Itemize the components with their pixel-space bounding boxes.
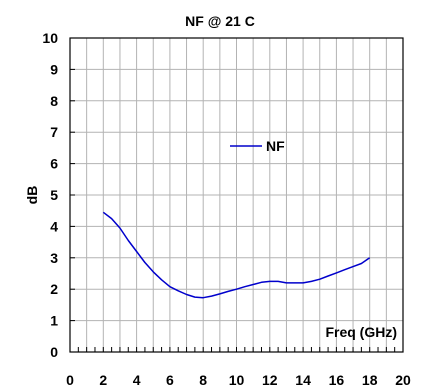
chart-title: NF @ 21 C	[185, 13, 255, 29]
y-tick-label: 5	[50, 187, 58, 203]
x-tick-labels: 0 2 4 6 8 10 12 14 16 18 20	[66, 372, 411, 388]
x-tick-label: 4	[133, 372, 141, 388]
series-line-nf	[102, 211, 371, 299]
x-tick-label: 6	[166, 372, 174, 388]
x-minor-ticks	[69, 37, 404, 353]
y-tick-label: 4	[50, 218, 58, 234]
y-tick-label: 10	[42, 30, 58, 46]
y-tick-label: 2	[50, 281, 58, 297]
y-tick-label: 1	[50, 313, 58, 329]
x-tick-label: 18	[362, 372, 378, 388]
y-tick-label: 8	[50, 93, 58, 109]
y-tick-label: 3	[50, 250, 58, 266]
x-tick-label: 0	[66, 372, 74, 388]
x-tick-label: 20	[395, 372, 411, 388]
x-axis-label: Freq (GHz)	[325, 324, 397, 340]
x-tick-label: 14	[295, 372, 311, 388]
x-tick-label: 2	[99, 372, 107, 388]
x-tick-label: 8	[199, 372, 207, 388]
y-tick-labels: 0 1 2 3 4 5 6 7 8 9 10	[42, 30, 58, 360]
x-tick-label: 10	[229, 372, 245, 388]
y-tick-label: 9	[50, 61, 58, 77]
x-tick-label: 16	[329, 372, 345, 388]
grid	[70, 38, 403, 352]
series-layer	[102, 211, 371, 299]
y-tick-label: 7	[50, 124, 58, 140]
y-tick-label: 0	[50, 344, 58, 360]
legend-label-nf: NF	[266, 138, 285, 154]
x-tick-label: 12	[262, 372, 278, 388]
y-tick-label: 6	[50, 156, 58, 172]
y-axis-label: dB	[24, 186, 40, 205]
legend: NF	[230, 138, 285, 154]
